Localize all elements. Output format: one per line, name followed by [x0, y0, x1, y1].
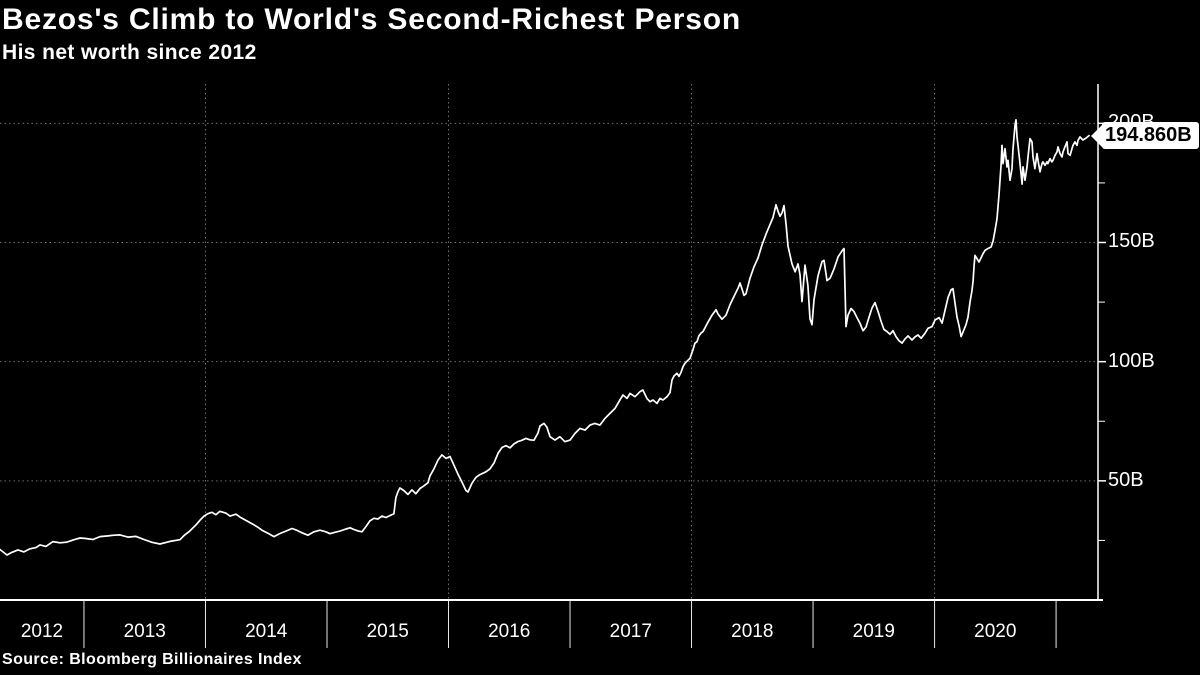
- networth-line: [0, 118, 1090, 556]
- x-axis-label-2017: 2017: [609, 621, 652, 642]
- x-axis-label-2020: 2020: [974, 621, 1017, 642]
- x-axis-label-2018: 2018: [731, 621, 774, 642]
- last-value-tag: 194.860B: [1091, 122, 1199, 150]
- tag-left-arrow-icon: [1091, 122, 1104, 149]
- x-axis-label-2015: 2015: [366, 621, 409, 642]
- x-axis-label-2014: 2014: [245, 621, 288, 642]
- y-axis-label-50B: 50B: [1108, 468, 1144, 491]
- x-axis-label-2012: 2012: [20, 621, 64, 642]
- chart-subtitle: His net worth since 2012: [2, 41, 257, 64]
- x-axis-label-2016: 2016: [488, 621, 531, 642]
- x-axis-label-2013: 2013: [123, 621, 166, 642]
- y-axis-label-150B: 150B: [1108, 230, 1155, 253]
- chart-title: Bezos's Climb to World's Second-Richest …: [2, 3, 741, 36]
- y-axis-label-100B: 100B: [1108, 349, 1155, 372]
- last-value-text: 194.860B: [1102, 122, 1199, 150]
- source-note: Source: Bloomberg Billionaires Index: [2, 651, 302, 668]
- x-axis-label-2019: 2019: [852, 621, 895, 642]
